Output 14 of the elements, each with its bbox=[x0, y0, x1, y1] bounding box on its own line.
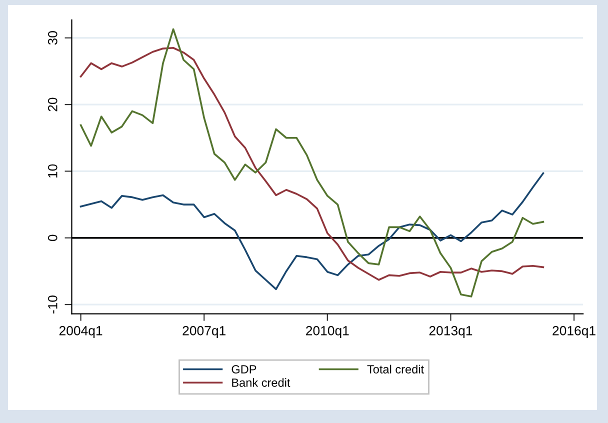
y-tick-label: 20 bbox=[48, 98, 58, 112]
x-tick-label: 2013q1 bbox=[429, 326, 472, 338]
x-tick-label: 2016q1 bbox=[552, 326, 596, 338]
x-tick-label: 2007q1 bbox=[182, 326, 226, 338]
x-tick-label: 2010q1 bbox=[306, 326, 349, 338]
y-tick-label: 30 bbox=[48, 31, 58, 45]
x-tick-label: 2004q1 bbox=[59, 326, 102, 338]
y-tick-label: 0 bbox=[48, 234, 58, 242]
y-tick-label: -10 bbox=[48, 296, 58, 314]
y-tick-label: 10 bbox=[48, 164, 58, 178]
legend-label: Total credit bbox=[367, 364, 424, 374]
legend-label: GDP bbox=[232, 365, 256, 374]
legend-label: Bank credit bbox=[232, 378, 290, 387]
line-series bbox=[80, 172, 544, 290]
